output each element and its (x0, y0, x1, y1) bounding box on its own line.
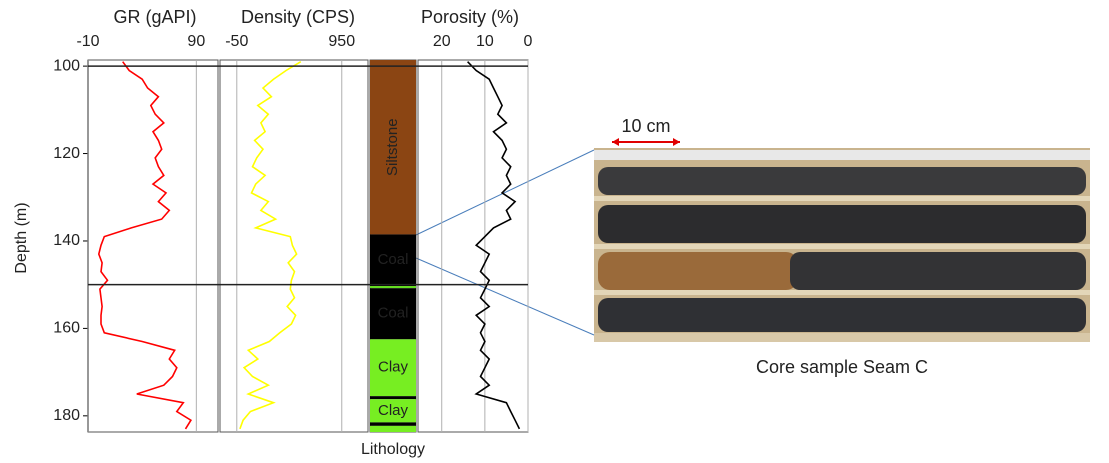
lithology-interval (370, 426, 416, 432)
track-title: Density (CPS) (241, 7, 355, 27)
lithology-label: Coal (378, 251, 409, 268)
x-tick-label: 0 (524, 33, 533, 50)
connector (416, 258, 594, 335)
y-tick-label: 160 (53, 320, 80, 337)
y-tick-label: 140 (53, 232, 80, 249)
lithology-label: Coal (378, 305, 409, 322)
lithology-label: Siltstone (384, 118, 401, 176)
y-tick-label: 100 (53, 57, 80, 74)
lithology-label: Clay (378, 359, 409, 376)
scale-arrow (612, 138, 619, 146)
y-tick-label: 120 (53, 145, 80, 162)
scale-arrow (673, 138, 680, 146)
lithology-interval (370, 422, 416, 425)
x-tick-label: -10 (76, 33, 99, 50)
x-tick-label: 950 (328, 33, 355, 50)
track-frame (418, 60, 528, 432)
x-tick-label: 10 (476, 33, 494, 50)
log-curve (468, 62, 520, 429)
page: {"chart_data": { "type": "well-log", "yl… (0, 0, 1109, 463)
log-curve (240, 62, 301, 429)
scale-label: 10 cm (621, 116, 670, 136)
chart: Depth (m) 10 cm Core sample Seam C 10012… (0, 0, 1109, 463)
y-axis-label: Depth (m) (13, 202, 30, 273)
track-title: Porosity (%) (421, 7, 519, 27)
x-tick-label: 20 (433, 33, 451, 50)
track-title: Lithology (361, 441, 425, 458)
photo-caption: Core sample Seam C (756, 357, 928, 377)
log-curve (99, 62, 191, 429)
track-frame (88, 60, 218, 432)
track-title: GR (gAPI) (113, 7, 196, 27)
x-tick-label: -50 (225, 33, 248, 50)
track-frame (220, 60, 368, 432)
lithology-interval (370, 286, 416, 288)
lithology-label: Clay (378, 402, 409, 419)
y-tick-label: 180 (53, 407, 80, 424)
lithology-interval (370, 396, 416, 399)
core-photo (594, 148, 1090, 342)
x-tick-label: 90 (187, 33, 205, 50)
